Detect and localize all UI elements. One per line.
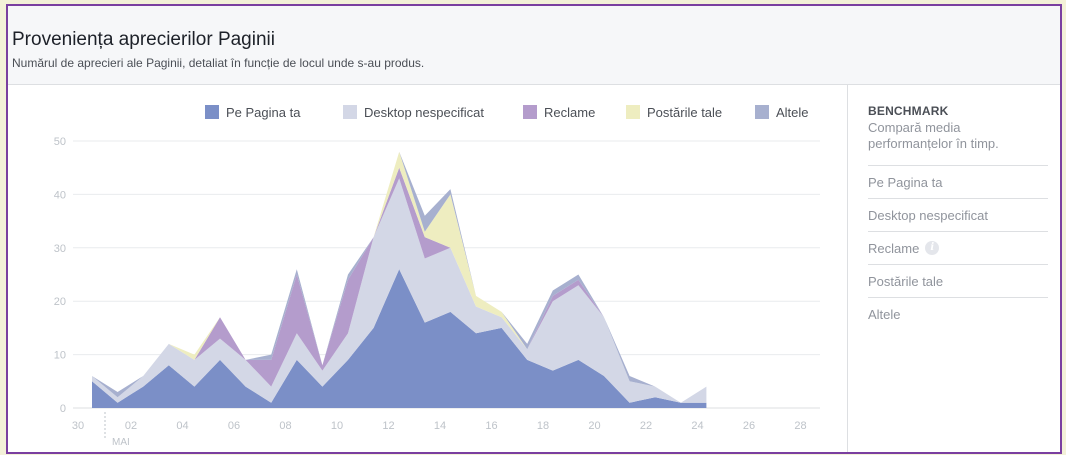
panel-subtitle: Numărul de aprecieri ale Paginii, detali… [12,56,425,70]
panel-header: Proveniența aprecierilor Paginii Numărul… [8,6,1060,85]
y-tick-label: 50 [54,136,66,148]
legend-label-postarile-tale: Postările tale [647,105,722,120]
x-tick-label: 20 [588,420,600,432]
benchmark-item-desktop-nespecificat[interactable]: Desktop nespecificat [868,198,1048,231]
x-tick-label: 04 [176,420,188,432]
x-tick-label: 26 [743,420,755,432]
benchmark-list: Pe Pagina ta Desktop nespecificat Reclam… [868,165,1048,330]
stacked-area-chart: 0 10 20 30 40 50 30 02 04 06 08 10 12 14 16 18 20 22 24 26 2… [54,105,820,448]
benchmark-item-label: Postările tale [868,273,944,289]
benchmark-item-label: Altele [868,306,901,322]
legend-label-pe-pagina-ta: Pe Pagina ta [226,105,301,120]
panel-title: Proveniența aprecierilor Paginii [12,29,275,50]
benchmark-item-pe-pagina-ta[interactable]: Pe Pagina ta [868,165,1048,198]
x-tick-label: 24 [691,420,703,432]
benchmark-description: Compară media performanțelor în timp. [868,120,999,151]
benchmark-sidebar: BENCHMARK Compară media performanțelor î… [847,84,1060,452]
x-tick-label: 10 [331,420,343,432]
legend-swatch-reclame [523,105,537,119]
benchmark-title: BENCHMARK [868,104,949,118]
page-likes-panel: Proveniența aprecierilor Paginii Numărul… [6,4,1062,454]
legend-swatch-postarile-tale [626,105,640,119]
area-pe-pagina-ta [92,269,707,408]
legend-swatch-desktop-nespecificat [343,105,357,119]
y-tick-label: 40 [54,189,66,201]
x-tick-label: 14 [434,420,446,432]
x-tick-label: 30 [72,420,84,432]
info-icon[interactable]: i [925,241,940,255]
x-tick-label: 16 [485,420,497,432]
benchmark-item-label: Pe Pagina ta [868,174,943,190]
benchmark-item-postarile-tale[interactable]: Postările tale [868,264,1048,297]
y-tick-label: 30 [54,243,66,255]
x-tick-label: 12 [382,420,394,432]
y-tick-label: 0 [60,403,66,415]
x-tick-label: 06 [228,420,240,432]
benchmark-item-label: Desktop nespecificat [868,207,988,223]
legend-label-altele: Altele [776,105,809,120]
benchmark-item-altele[interactable]: Altele [868,297,1048,330]
x-month-label: MAI [112,437,130,448]
legend-label-desktop-nespecificat: Desktop nespecificat [364,105,484,120]
x-tick-label: 02 [125,420,137,432]
legend-swatch-altele [755,105,769,119]
area-desktop-nespecificat [92,178,707,403]
x-tick-label: 18 [537,420,549,432]
benchmark-item-reclame[interactable]: Reclame i [868,231,1048,264]
y-tick-label: 10 [54,350,66,362]
x-tick-label: 08 [279,420,291,432]
x-tick-label: 22 [640,420,652,432]
x-tick-label: 28 [794,420,806,432]
legend-swatch-pe-pagina-ta [205,105,219,119]
chart-area: 0 10 20 30 40 50 30 02 04 06 08 10 12 14 16 18 20 22 24 26 2… [8,84,846,452]
benchmark-item-label: Reclame [868,240,920,256]
y-tick-label: 20 [54,296,66,308]
legend-label-reclame: Reclame [544,105,595,120]
